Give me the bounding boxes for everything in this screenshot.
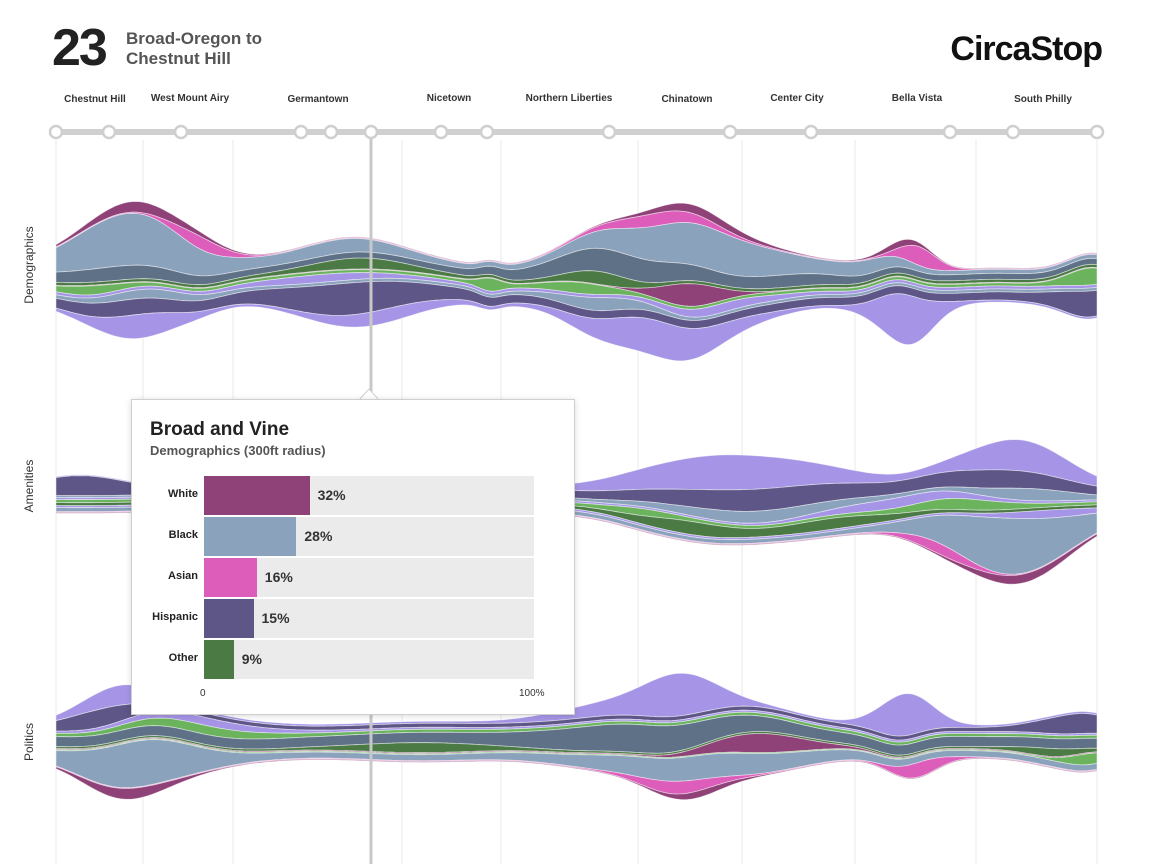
tooltip-bar-value: 32%: [317, 487, 346, 503]
tooltip-bar: [204, 517, 297, 556]
tooltip-bar-value: 28%: [304, 528, 333, 544]
tooltip-bar-track: [204, 599, 534, 638]
tooltip-bar-label: Hispanic: [152, 611, 198, 623]
tooltip-bar-row: Asian 16%: [132, 558, 574, 597]
row-label-demographics: Demographics: [22, 226, 36, 303]
stop-node[interactable]: [722, 124, 738, 140]
tooltip-bar-row: White 32%: [132, 476, 574, 515]
stop-label-bella-vista[interactable]: Bella Vista: [892, 93, 943, 104]
tooltip-subtitle: Demographics (300ft radius): [150, 443, 326, 458]
tooltip-bar-value: 9%: [241, 651, 262, 667]
stop-nodes[interactable]: [48, 124, 1105, 140]
stream-politics[interactable]: [55, 672, 1098, 801]
brand-logo: CircaStop: [950, 30, 1103, 68]
stream-layer[interactable]: [55, 757, 1098, 801]
stop-node[interactable]: [363, 124, 379, 140]
stop-node[interactable]: [942, 124, 958, 140]
tooltip-bar-row: Black 28%: [132, 517, 574, 556]
tooltip-bar-label: White: [168, 488, 198, 500]
tooltip-bar-value: 16%: [264, 569, 293, 585]
stop-label-chestnut-hill[interactable]: Chestnut Hill: [64, 94, 126, 105]
route-name-line-1: Broad-Oregon to: [126, 29, 262, 48]
route-number: 23: [52, 19, 108, 77]
stop-labels: Chestnut Hill West Mount Airy Germantown…: [64, 93, 1072, 105]
stop-node[interactable]: [48, 124, 64, 140]
stop-node[interactable]: [293, 124, 309, 140]
tooltip-bar-track: [204, 558, 534, 597]
tooltip-bar-track: [204, 640, 534, 679]
tooltip-bar-label: Other: [168, 652, 198, 664]
tooltip-bar: [204, 640, 234, 679]
stop-node[interactable]: [101, 124, 117, 140]
route-name-line-2: Chestnut Hill: [126, 49, 231, 68]
tooltip-title: Broad and Vine: [150, 419, 290, 440]
route-name: Broad-Oregon to Chestnut Hill: [126, 29, 262, 69]
stream-demographics[interactable]: [55, 201, 1098, 362]
stop-node[interactable]: [1089, 124, 1105, 140]
tooltip-bar-label: Asian: [168, 570, 198, 582]
stop-node[interactable]: [433, 124, 449, 140]
stop-label-chinatown[interactable]: Chinatown: [661, 94, 712, 105]
stop-node[interactable]: [1005, 124, 1021, 140]
stop-node[interactable]: [323, 124, 339, 140]
stream-layer[interactable]: [55, 293, 1098, 362]
tooltip-bar-row: Hispanic 15%: [132, 599, 574, 638]
stop-node[interactable]: [601, 124, 617, 140]
stop-label-germantown[interactable]: Germantown: [287, 94, 348, 105]
stop-label-center-city[interactable]: Center City: [770, 93, 824, 104]
tooltip-bar: [204, 558, 257, 597]
tooltip-pointer: [359, 388, 379, 400]
tooltip-bar: [204, 599, 254, 638]
tooltip-axis-max: 100%: [519, 688, 545, 699]
stop-detail-tooltip: Broad and Vine Demographics (300ft radiu…: [131, 399, 575, 715]
stop-label-nicetown[interactable]: Nicetown: [427, 93, 471, 104]
stop-node[interactable]: [173, 124, 189, 140]
stop-node[interactable]: [803, 124, 819, 140]
stop-label-west-mount-airy[interactable]: West Mount Airy: [151, 93, 230, 104]
tooltip-bar-label: Black: [168, 529, 198, 541]
row-label-amenities: Amenities: [22, 460, 36, 513]
tooltip-bar-track: [204, 517, 534, 556]
stop-label-northern-liberties[interactable]: Northern Liberties: [526, 93, 613, 104]
stop-node[interactable]: [479, 124, 495, 140]
tooltip-bar-row: Other 9%: [132, 640, 574, 679]
tooltip-axis-min: 0: [200, 688, 206, 699]
tooltip-bar: [204, 476, 310, 515]
stop-label-south-philly[interactable]: South Philly: [1014, 94, 1072, 105]
tooltip-bar-value: 15%: [261, 610, 290, 626]
row-label-politics: Politics: [22, 723, 36, 761]
tooltip-bar-track: [204, 476, 534, 515]
